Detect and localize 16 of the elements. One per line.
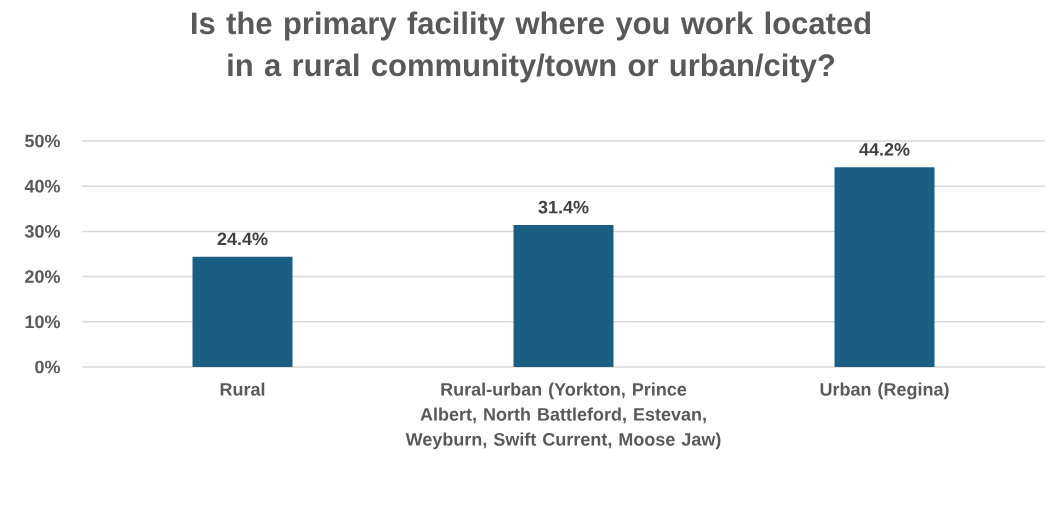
data-label: 44.2% [859, 142, 910, 156]
bar [192, 256, 293, 367]
bar [834, 167, 935, 367]
y-tick-label: 20% [25, 270, 60, 283]
x-tick-label: Rural [220, 382, 265, 396]
y-tick-label: 50% [25, 134, 60, 148]
x-tick-label: Urban (Regina) [820, 382, 949, 400]
data-label: 31.4% [538, 200, 589, 214]
chart-title: Is the primary facility where you work located in a rural community/town or urban/city? [191, 11, 871, 83]
x-tick-label: Rural-urban (Yorkton, Prince Albert, North Battleford, Estevan, Weyburn, Swift Current, Moose Jaw) [405, 382, 721, 450]
y-tick-label: 30% [24, 225, 60, 238]
data-label: 24.4% [217, 232, 268, 246]
y-tick-label: 0% [35, 360, 60, 374]
y-tick-label: 10% [25, 315, 60, 329]
y-tick-label: 40% [24, 179, 60, 193]
bar [513, 225, 614, 367]
